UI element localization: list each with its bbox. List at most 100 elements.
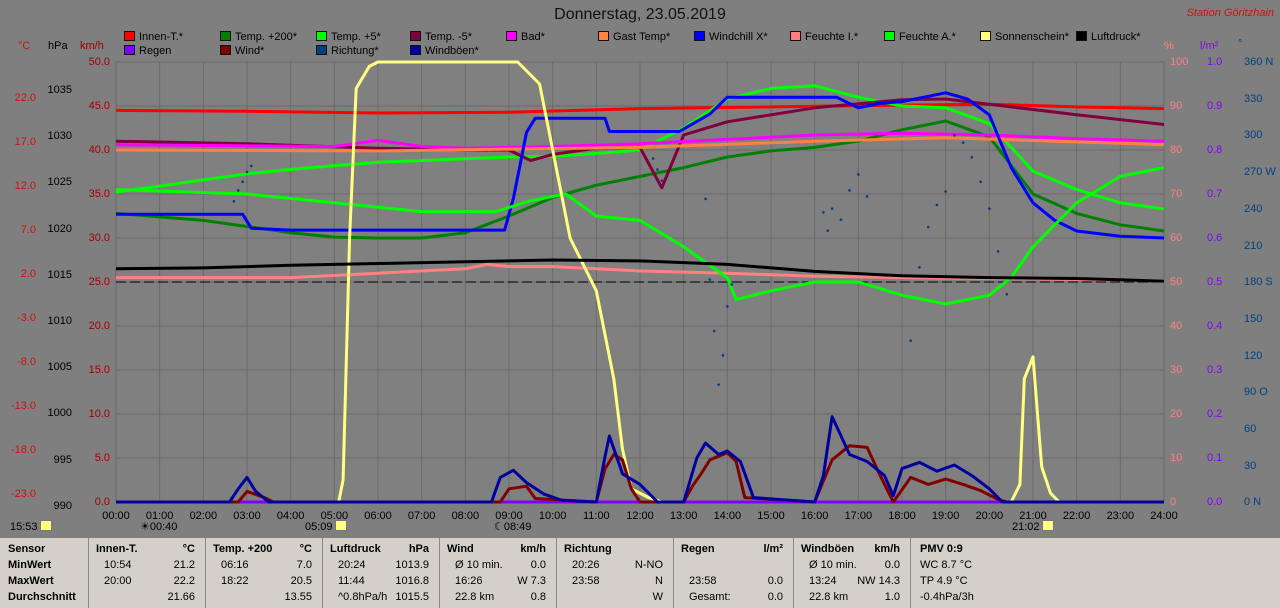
tick-direction: 270 W [1244, 166, 1276, 179]
stats-pmv-value: WC 8.7 °C [920, 559, 973, 571]
tick-rain: 0.1 [1207, 452, 1223, 464]
tick-hpa: 990 [53, 499, 72, 512]
richtung-point [857, 173, 860, 176]
legend-swatch [220, 45, 231, 55]
richtung-point [988, 207, 991, 210]
stats-time: ^0.8hPa/h [338, 591, 388, 603]
tick-percent: 90 [1170, 100, 1183, 112]
tick-rain: 1.0 [1207, 56, 1223, 68]
legend-item: Wind* [220, 45, 264, 57]
event-moonrise: ☾08:49 [494, 521, 532, 533]
stats-header: PMV 0:9 [920, 543, 963, 555]
legend-item: Bad* [506, 31, 545, 43]
tick-kmh: 30.0 [88, 232, 110, 244]
stats-value: 0.0 [767, 575, 783, 587]
tick-time: 08:00 [451, 510, 480, 522]
richtung-point [717, 383, 720, 386]
richtung-point [979, 180, 982, 184]
legend-label: Richtung* [331, 45, 379, 57]
stats-value: 21.2 [173, 559, 195, 571]
tick-kmh: 0.0 [94, 496, 110, 508]
stats-unit: hPa [408, 543, 429, 555]
tick-time: 06:00 [364, 510, 392, 522]
tick-hpa: 1035 [47, 84, 72, 96]
tick-direction: 30 [1244, 459, 1257, 472]
tick-kmh: 40.0 [88, 144, 110, 156]
richtung-point [839, 218, 843, 221]
tick-kmh: 10.0 [88, 408, 110, 420]
tick-temp: 17.0 [14, 136, 36, 148]
tick-time: 11:00 [582, 510, 610, 522]
legend-item: Innen-T.* [124, 31, 183, 43]
tick-time: 04:00 [276, 510, 305, 522]
richtung-point [651, 157, 655, 160]
tick-percent: 20 [1170, 408, 1183, 420]
tick-time: 22:00 [1062, 510, 1091, 522]
tick-time: 21:00 [1019, 510, 1047, 522]
legend-label: Windchill X* [709, 31, 768, 43]
richtung-point [704, 197, 707, 201]
tick-kmh: 45.0 [88, 100, 110, 112]
tick-direction: 150 [1244, 312, 1263, 325]
richtung-point [935, 203, 939, 207]
stats-header: Windböen [801, 543, 855, 555]
tick-temp: -13.0 [10, 400, 36, 412]
legend-label: Bad* [521, 31, 545, 43]
richtung-point [730, 283, 733, 286]
series-line-4 [115, 131, 1165, 150]
tick-time: 09:00 [495, 510, 523, 522]
stats-col-luftdruck: Luftdruck hPa 20:24 1013.9 11:44 1016.8 ^0.8hP… [322, 538, 440, 608]
stats-time: Ø 10 min. [809, 559, 857, 571]
stats-value: 0.8 [530, 591, 546, 603]
stats-time: 20:00 [104, 575, 132, 587]
tick-temp: -23.0 [10, 488, 36, 500]
tick-kmh: 35.0 [88, 188, 110, 200]
legend-swatch [124, 45, 135, 55]
stats-col-wind: Wind km/h Ø 10 min. 0.0 16:26 W 7.3 22.8 km 0.8 [439, 538, 557, 608]
tick-kmh: 20.0 [88, 320, 110, 332]
series-line-5 [115, 136, 1165, 153]
tick-time: 17:00 [844, 510, 873, 522]
tick-time: 24:00 [1150, 510, 1178, 522]
tick-time: 10:00 [538, 510, 567, 522]
legend-item: Feuchte A.* [884, 31, 956, 43]
series-line-0 [115, 102, 1165, 115]
legend-label: Wind* [235, 45, 265, 57]
tick-direction: 330 [1244, 92, 1263, 105]
legend-item: Richtung* [316, 45, 379, 57]
legend-item: Regen [124, 45, 171, 57]
series-line-13 [116, 415, 1164, 504]
legend-item: Temp. +200* [220, 31, 297, 43]
legend-swatch [410, 45, 421, 55]
richtung-point [241, 180, 244, 184]
stats-value: 7.0 [296, 559, 312, 571]
stats-unit: °C [182, 543, 195, 555]
stats-unit: km/h [874, 543, 900, 555]
richtung-point [826, 229, 830, 232]
tick-hpa: 1030 [47, 130, 72, 143]
stats-unit: °C [299, 543, 312, 555]
tick-percent: 40 [1170, 320, 1183, 332]
tick-direction: 0 N [1244, 496, 1262, 509]
legend-swatch [220, 31, 231, 41]
tick-temp: 12.0 [14, 180, 36, 192]
legend-item: Sonnenschein* [980, 31, 1069, 43]
legend-item: Temp. -5* [410, 31, 472, 43]
legend-item: Windböen* [410, 45, 479, 57]
tick-time: 07:00 [407, 510, 436, 522]
station-name: Station Göritzhain [1186, 7, 1274, 19]
richtung-point [961, 141, 965, 144]
stats-time: 20:26 [572, 559, 600, 571]
legend-label: Temp. +5* [331, 31, 381, 43]
legend-label: Windböen* [425, 45, 479, 57]
tick-temp: -3.0 [17, 312, 36, 324]
richtung-point [918, 266, 921, 269]
tick-rain: 0.5 [1207, 276, 1223, 288]
stats-value: N [655, 575, 663, 587]
tick-hpa: 1025 [47, 176, 72, 189]
stats-time: 23:58 [572, 575, 600, 587]
richtung-point [236, 189, 240, 192]
legend-label: Gast Temp* [613, 31, 671, 43]
tick-direction: 210 [1244, 239, 1263, 252]
tick-percent: 80 [1170, 144, 1183, 156]
